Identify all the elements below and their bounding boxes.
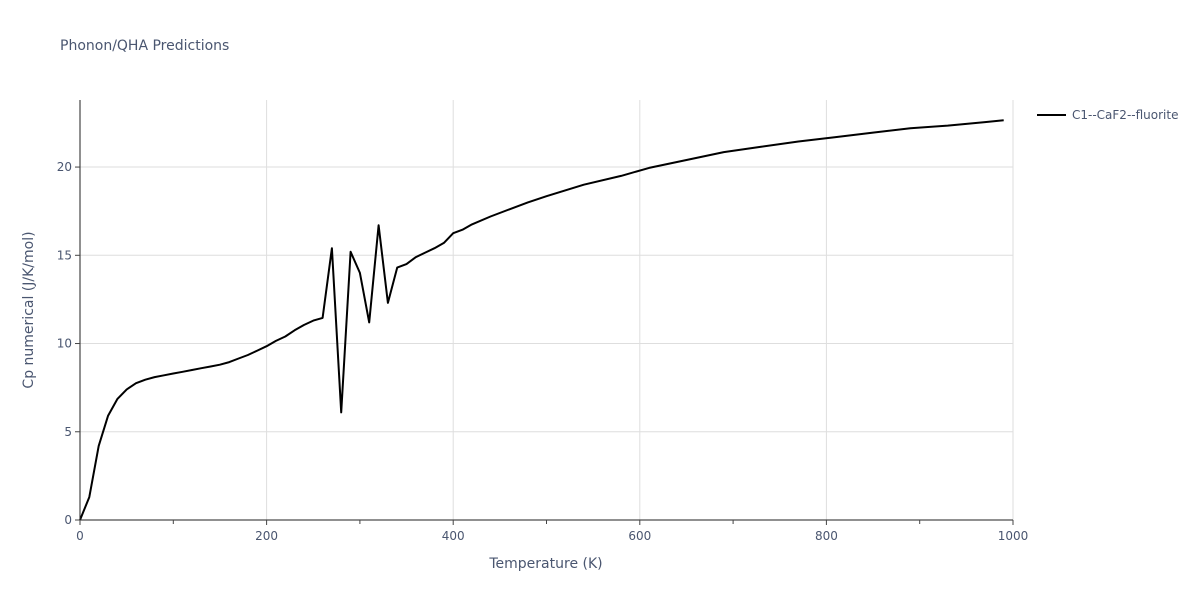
y-axis-ticks: 0 5 10 15 20 <box>57 160 80 527</box>
y-tick-label: 20 <box>57 160 72 174</box>
plot-series <box>79 119 1004 521</box>
y-tick-label: 10 <box>57 337 72 351</box>
y-tick-label: 5 <box>64 425 72 439</box>
legend-label: C1--CaF2--fluorite <box>1072 108 1178 122</box>
y-gridlines <box>80 166 1013 433</box>
y-axis-label: Cp numerical (J/K/mol) <box>21 231 37 388</box>
series-line-0[interactable] <box>79 119 1004 521</box>
x-gridlines <box>266 100 1014 520</box>
legend[interactable]: C1--CaF2--fluorite <box>1037 108 1178 122</box>
x-tick-label: 200 <box>255 529 278 543</box>
x-tick-label: 0 <box>76 529 84 543</box>
y-tick-label: 0 <box>64 513 72 527</box>
x-tick-label: 800 <box>815 529 838 543</box>
chart-title: Phonon/QHA Predictions <box>60 38 229 54</box>
x-tick-label: 1000 <box>998 529 1029 543</box>
x-axis-ticks: 0 200 400 600 800 1000 <box>76 520 1028 543</box>
y-tick-label: 15 <box>57 248 72 262</box>
x-tick-label: 600 <box>628 529 651 543</box>
x-tick-label: 400 <box>442 529 465 543</box>
x-axis-label: Temperature (K) <box>488 556 602 572</box>
